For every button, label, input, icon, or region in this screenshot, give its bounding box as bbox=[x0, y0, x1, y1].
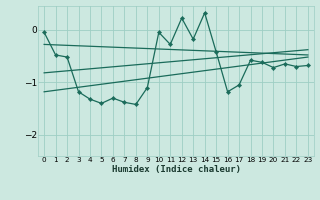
X-axis label: Humidex (Indice chaleur): Humidex (Indice chaleur) bbox=[111, 165, 241, 174]
